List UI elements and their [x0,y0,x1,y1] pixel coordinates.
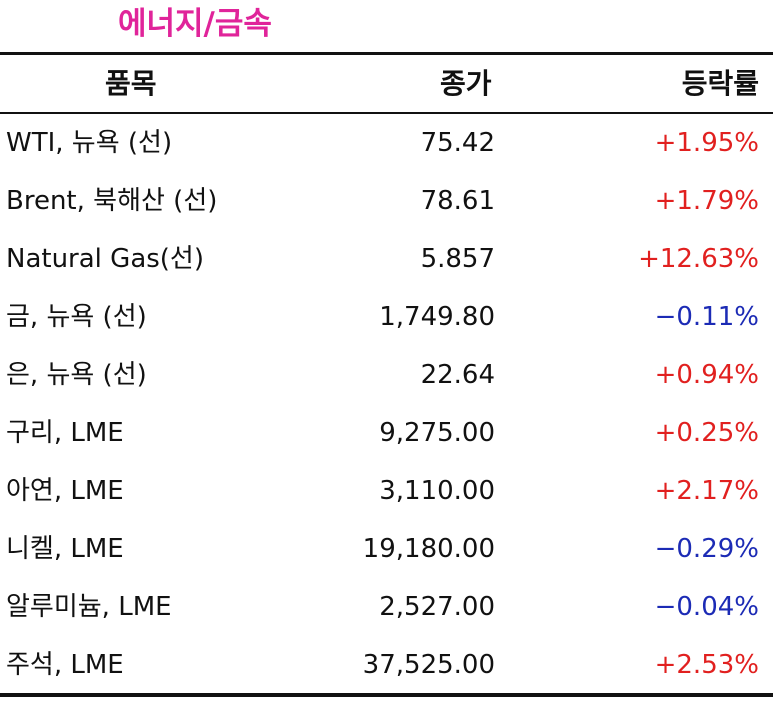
table-row: WTI, 뉴욕 (선) 75.42 +1.95% [0,114,773,172]
page-title: 에너지/금속 [118,6,272,42]
close-price: 19,180.00 [362,534,495,564]
change-rate: −0.04% [654,592,759,622]
table-row: 구리, LME 9,275.00 +0.25% [0,404,773,462]
change-rate: +2.17% [654,476,759,506]
table-row: 니켈, LME 19,180.00 −0.29% [0,520,773,578]
close-price: 37,525.00 [362,650,495,680]
close-price: 1,749.80 [379,302,495,332]
close-price: 3,110.00 [379,476,495,506]
close-price: 2,527.00 [379,592,495,622]
column-header-item: 품목 [105,67,157,100]
change-rate: +0.25% [654,418,759,448]
change-rate: +1.95% [654,128,759,158]
table-row: Natural Gas(선) 5.857 +12.63% [0,230,773,288]
change-rate: −0.11% [654,302,759,332]
table-bottom-rule [0,693,773,697]
column-header-change: 등락률 [681,67,759,100]
table-header-rule [0,112,773,114]
table-row: Brent, 북해산 (선) 78.61 +1.79% [0,172,773,230]
table-row: 아연, LME 3,110.00 +2.17% [0,462,773,520]
change-rate: +2.53% [654,650,759,680]
close-price: 75.42 [420,128,495,158]
table-row: 알루미늄, LME 2,527.00 −0.04% [0,578,773,636]
change-rate: −0.29% [654,534,759,564]
item-name: WTI, 뉴욕 (선) [6,128,173,158]
table-row: 주석, LME 37,525.00 +2.53% [0,636,773,694]
item-name: 금, 뉴욕 (선) [6,302,147,332]
close-price: 9,275.00 [379,418,495,448]
item-name: 주석, LME [6,650,124,680]
change-rate: +12.63% [638,244,759,274]
close-price: 5.857 [420,244,495,274]
change-rate: +0.94% [654,360,759,390]
change-rate: +1.79% [654,186,759,216]
item-name: 니켈, LME [6,534,124,564]
item-name: 알루미늄, LME [6,592,172,622]
item-name: Natural Gas(선) [6,244,204,274]
close-price: 78.61 [420,186,495,216]
table-row: 은, 뉴욕 (선) 22.64 +0.94% [0,346,773,404]
column-header-close: 종가 [440,67,492,100]
item-name: Brent, 북해산 (선) [6,186,218,216]
item-name: 구리, LME [6,418,124,448]
close-price: 22.64 [420,360,495,390]
table-body: WTI, 뉴욕 (선) 75.42 +1.95% Brent, 북해산 (선) … [0,114,773,694]
item-name: 아연, LME [6,476,124,506]
table-top-rule [0,52,773,55]
item-name: 은, 뉴욕 (선) [6,360,147,390]
table-row: 금, 뉴욕 (선) 1,749.80 −0.11% [0,288,773,346]
table-header: 품목 종가 등락률 [0,55,773,112]
